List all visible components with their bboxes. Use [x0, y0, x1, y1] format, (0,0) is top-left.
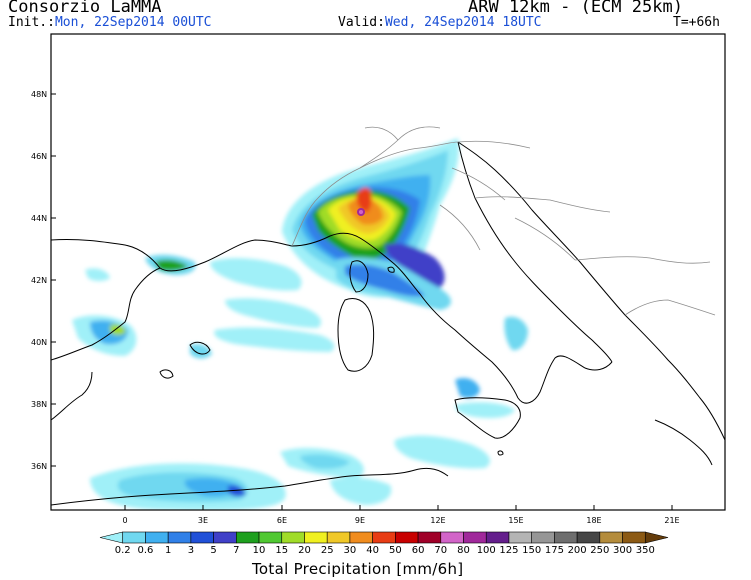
colorbar-swatch: [281, 531, 305, 544]
lat-label-46n: 46N: [31, 152, 47, 161]
coastlines: [51, 141, 725, 506]
valid-time: Valid:Wed, 24Sep2014 18UTC: [338, 15, 542, 30]
lon-label-18e: 18E: [586, 516, 601, 525]
valid-label: Valid:: [338, 15, 385, 30]
lat-label-36n: 36N: [31, 462, 47, 471]
colorbar-swatch: [236, 531, 260, 544]
colorbar-level-label: 25: [321, 545, 334, 556]
lat-label-40n: 40N: [31, 338, 47, 347]
init-label: Init.:: [8, 15, 55, 30]
precipitation-field: [72, 138, 528, 510]
graticule-ticks: [51, 93, 673, 510]
colorbar-level-label: 20: [298, 545, 311, 556]
lon-label-0: 0: [122, 516, 127, 525]
colorbar-level-label: 5: [210, 545, 216, 556]
valid-value: Wed, 24Sep2014 18UTC: [384, 15, 542, 30]
colorbar-swatch: [372, 531, 396, 544]
colorbar-level-label: 80: [457, 545, 470, 556]
colorbar-swatch: [304, 531, 328, 544]
colorbar-level-label: 125: [499, 545, 518, 556]
colorbar-swatch: [599, 531, 623, 544]
colorbar-level-label: 0.6: [137, 545, 153, 556]
colorbar-swatch: [190, 531, 214, 544]
colorbar-level-label: 60: [412, 545, 425, 556]
colorbar-level-label: 30: [344, 545, 357, 556]
colorbar-swatch: [326, 531, 351, 544]
lat-label-48n: 48N: [31, 90, 47, 99]
colorbar-level-label: 15: [275, 545, 288, 556]
colorbar-swatch: [395, 531, 419, 544]
colorbar-level-label: 350: [636, 545, 655, 556]
colorbar-level-label: 50: [389, 545, 402, 556]
lon-label-9e: 9E: [355, 516, 365, 525]
model-title: ARW 12km - (ECM 25km): [468, 0, 683, 17]
map-frame: [50, 33, 726, 511]
colorbar-swatch: [145, 531, 169, 544]
precipitation-map: 48N 46N 44N 42N 40N 38N 36N 0 3E 6E 9E 1…: [31, 33, 726, 556]
lon-label-3e: 3E: [198, 516, 208, 525]
colorbar-level-label: 200: [568, 545, 587, 556]
colorbar-swatch: [531, 531, 555, 544]
colorbar-level-label: 0.2: [115, 545, 131, 556]
colorbar-swatch: [99, 531, 124, 544]
colorbar-swatch: [622, 531, 646, 544]
colorbar-swatch: [576, 531, 601, 544]
lon-label-6e: 6E: [277, 516, 287, 525]
organization-title: Consorzio LaMMA: [8, 0, 162, 17]
colorbar-swatch: [213, 531, 237, 544]
colorbar-swatch: [463, 531, 487, 544]
colorbar-swatch: [167, 531, 192, 544]
political-borders: [291, 126, 716, 316]
lon-label-15e: 15E: [508, 516, 523, 525]
colorbar-swatch: [644, 531, 669, 544]
colorbar-level-label: 300: [613, 545, 632, 556]
colorbar-title: Total Precipitation [mm/6h]: [252, 560, 464, 578]
lat-label-42n: 42N: [31, 276, 47, 285]
colorbar-swatch: [485, 531, 510, 544]
colorbar-level-label: 7: [233, 545, 239, 556]
colorbar-swatch: [122, 531, 146, 544]
colorbar-swatch: [258, 531, 283, 544]
colorbar-level-label: 100: [477, 545, 496, 556]
lead-time: T=+66h: [673, 15, 720, 30]
init-time: Init.:Mon, 22Sep2014 00UTC: [8, 15, 212, 30]
colorbar-swatch: [508, 531, 532, 544]
colorbar-level-label: 10: [253, 545, 266, 556]
colorbar-level-label: 40: [366, 545, 379, 556]
lat-label-44n: 44N: [31, 214, 47, 223]
colorbar-level-label: 175: [545, 545, 564, 556]
colorbar-swatch: [554, 531, 578, 544]
colorbar: 0.2 0.6 1 3 5 7 10 15 20 25 30 40 50 60 70 80 100 125 150 1…: [99, 531, 669, 556]
lat-label-38n: 38N: [31, 400, 47, 409]
colorbar-level-label: 70: [434, 545, 447, 556]
colorbar-swatch: [417, 531, 442, 544]
colorbar-level-label: 250: [590, 545, 609, 556]
colorbar-swatch: [349, 531, 373, 544]
colorbar-level-label: 3: [188, 545, 194, 556]
init-value: Mon, 22Sep2014 00UTC: [54, 15, 212, 30]
colorbar-swatch: [440, 531, 464, 544]
colorbar-level-label: 150: [522, 545, 541, 556]
colorbar-level-label: 1: [165, 545, 171, 556]
lon-label-12e: 12E: [430, 516, 445, 525]
lon-label-21e: 21E: [664, 516, 679, 525]
